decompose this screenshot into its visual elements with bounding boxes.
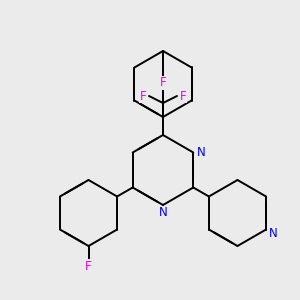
- Text: N: N: [268, 227, 278, 240]
- Text: F: F: [140, 89, 146, 103]
- Text: N: N: [197, 146, 206, 159]
- Text: F: F: [180, 89, 186, 103]
- Text: F: F: [160, 76, 166, 89]
- Text: N: N: [159, 206, 167, 220]
- Text: F: F: [85, 260, 92, 272]
